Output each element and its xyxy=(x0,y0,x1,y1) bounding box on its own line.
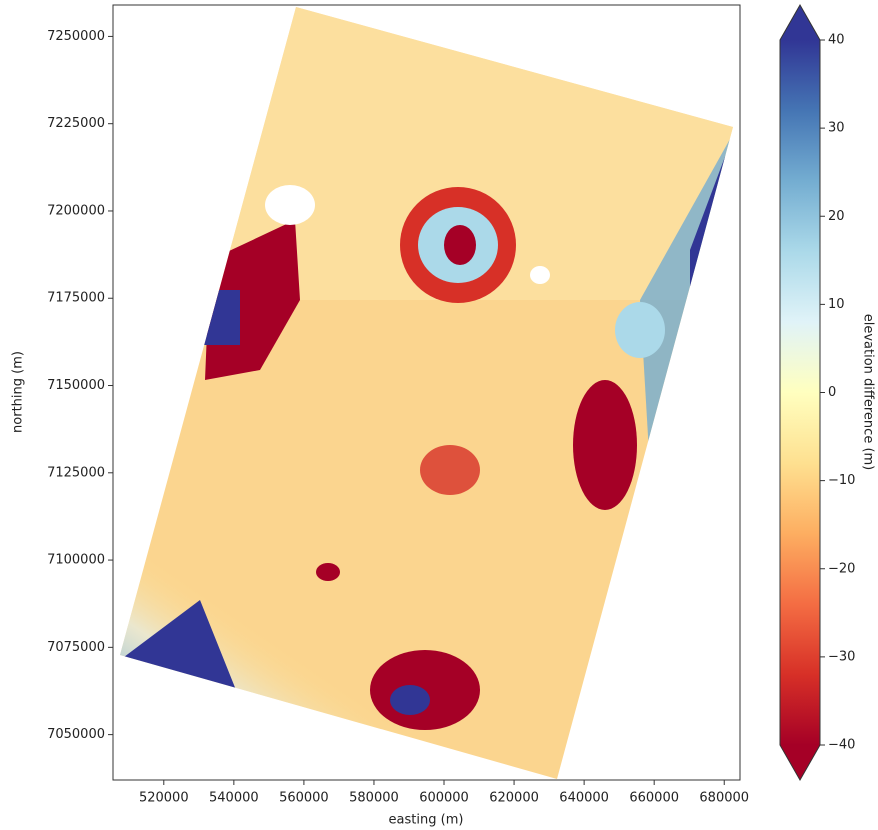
y-tick-label: 7150000 xyxy=(47,378,105,393)
y-tick-label: 7075000 xyxy=(47,640,105,655)
colorbar-extend xyxy=(780,745,820,780)
x-tick-label: 600000 xyxy=(419,791,469,806)
x-tick-label: 660000 xyxy=(629,791,679,806)
y-axis-label: northing (m) xyxy=(11,351,26,433)
x-tick-label: 540000 xyxy=(209,791,259,806)
colorbar-tick-label: 20 xyxy=(828,209,845,224)
x-tick-label: 620000 xyxy=(489,791,539,806)
colorbar-tick-label: 30 xyxy=(828,121,845,136)
colorbar-tick-label: 10 xyxy=(828,297,845,312)
x-axis-label: easting (m) xyxy=(389,813,464,828)
colorbar-tick-label: −30 xyxy=(828,649,855,664)
colorbar-tick-label: −10 xyxy=(828,473,855,488)
y-tick-label: 7250000 xyxy=(47,29,105,44)
y-tick-label: 7050000 xyxy=(47,727,105,742)
y-tick-label: 7225000 xyxy=(47,116,105,131)
x-tick-label: 640000 xyxy=(559,791,609,806)
colorbar-tick-label: −40 xyxy=(828,738,855,753)
y-tick-label: 7200000 xyxy=(47,203,105,218)
x-tick-label: 560000 xyxy=(279,791,329,806)
x-tick-label: 520000 xyxy=(139,791,189,806)
colorbar-tick-label: 40 xyxy=(828,33,845,48)
y-tick-label: 7125000 xyxy=(47,465,105,480)
x-tick-label: 580000 xyxy=(349,791,399,806)
raster xyxy=(120,7,733,779)
plot-frame xyxy=(112,4,741,781)
colorbar-tick-label: −20 xyxy=(828,561,855,576)
x-tick-label: 680000 xyxy=(699,791,749,806)
colorbar xyxy=(780,40,820,745)
y-tick-label: 7175000 xyxy=(47,291,105,306)
y-tick-label: 7100000 xyxy=(47,553,105,568)
colorbar-tick-label: 0 xyxy=(828,385,836,400)
colorbar-label: elevation difference (m) xyxy=(861,314,876,471)
colorbar-extend xyxy=(780,5,820,40)
